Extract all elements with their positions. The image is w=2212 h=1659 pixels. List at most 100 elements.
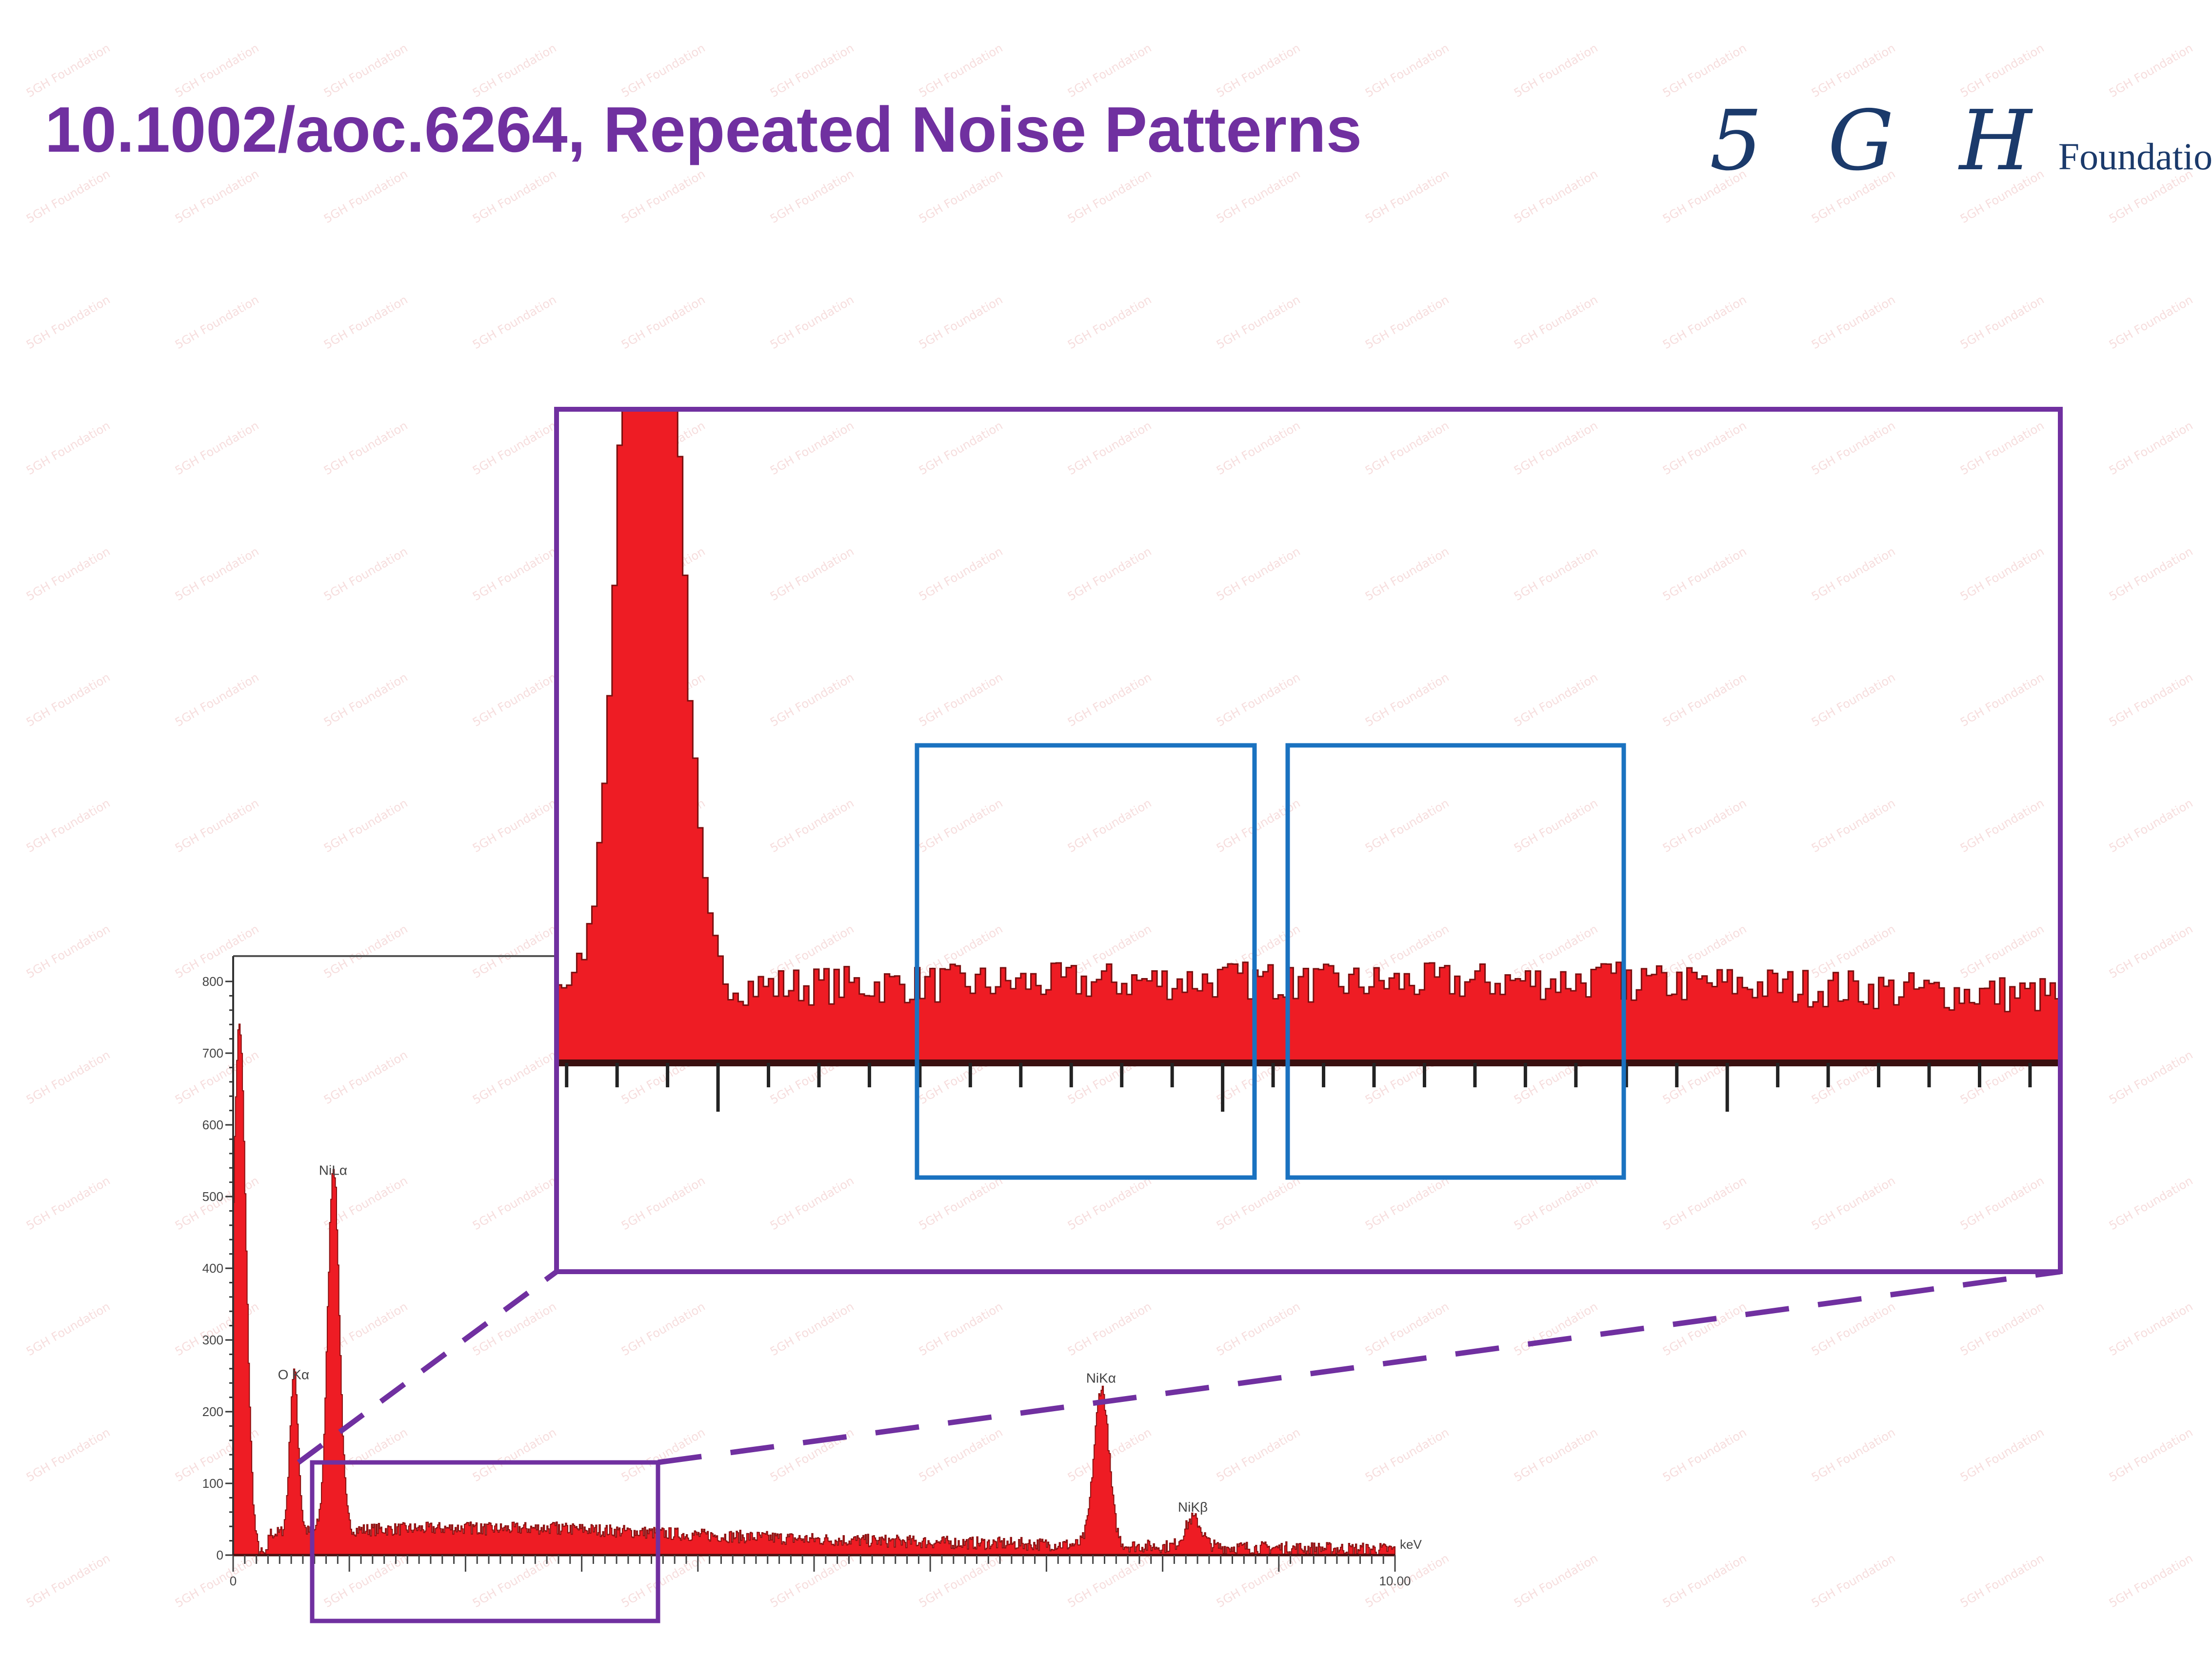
foundation-logo: 5 G H Foundation (1710, 93, 2212, 189)
watermark-text: 5GH Foundation (470, 544, 559, 603)
zoom-source-box (310, 1460, 660, 1623)
watermark-text: 5GH Foundation (24, 670, 113, 729)
watermark-text: 5GH Foundation (321, 922, 410, 981)
y-tick-label: 200 (202, 1404, 223, 1419)
watermark-text: 5GH Foundation (1214, 167, 1303, 226)
watermark-text: 5GH Foundation (470, 1299, 559, 1359)
watermark-text: 5GH Foundation (1512, 1174, 1600, 1233)
watermark-text: 5GH Foundation (1958, 922, 2047, 981)
watermark-text: 5GH Foundation (917, 796, 1005, 855)
watermark-text: 5GH Foundation (917, 41, 1005, 100)
watermark-text: 5GH Foundation (2107, 293, 2195, 352)
watermark-text: 5GH Foundation (2107, 41, 2195, 100)
watermark-text: 5GH Foundation (1660, 796, 1749, 855)
watermark-text: 5GH Foundation (1065, 1174, 1154, 1233)
watermark-text: 5GH Foundation (1809, 1174, 1898, 1233)
peak-label: O Kα (278, 1367, 309, 1382)
watermark-text: 5GH Foundation (1512, 544, 1600, 603)
watermark-text: 5GH Foundation (2107, 670, 2195, 729)
watermark-text: 5GH Foundation (173, 41, 261, 100)
watermark-text: 5GH Foundation (1958, 1174, 2047, 1233)
watermark-text: 5GH Foundation (1958, 419, 2047, 478)
watermark-text: 5GH Foundation (1363, 796, 1452, 855)
watermark-text: 5GH Foundation (1214, 1551, 1303, 1610)
watermark-text: 5GH Foundation (1363, 1174, 1452, 1233)
watermark-text: 5GH Foundation (1958, 1425, 2047, 1484)
watermark-text: 5GH Foundation (470, 293, 559, 352)
watermark-text: 5GH Foundation (619, 167, 708, 226)
watermark-text: 5GH Foundation (1809, 670, 1898, 729)
watermark-text: 5GH Foundation (1214, 419, 1303, 478)
watermark-text: 5GH Foundation (1214, 1425, 1303, 1484)
zoom-connector-left (297, 1269, 558, 1465)
watermark-text: 5GH Foundation (1065, 544, 1154, 603)
watermark-text: 5GH Foundation (321, 544, 410, 603)
watermark-text: 5GH Foundation (768, 293, 857, 352)
watermark-text: 5GH Foundation (917, 1425, 1005, 1484)
watermark-text: 5GH Foundation (470, 1048, 559, 1107)
watermark-text: 5GH Foundation (1660, 41, 1749, 100)
repeat-window-2 (1285, 743, 1626, 1180)
watermark-text: 5GH Foundation (917, 1299, 1005, 1359)
watermark-text: 5GH Foundation (470, 419, 559, 478)
watermark-text: 5GH Foundation (1214, 1299, 1303, 1359)
watermark-text: 5GH Foundation (24, 167, 113, 226)
watermark-text: 5GH Foundation (470, 167, 559, 226)
inset-frame (554, 407, 2063, 1274)
watermark-text: 5GH Foundation (1512, 167, 1600, 226)
watermark-text: 5GH Foundation (1065, 1551, 1154, 1610)
watermark-text: 5GH Foundation (2107, 1425, 2195, 1484)
watermark-text: 5GH Foundation (917, 670, 1005, 729)
x-axis-label: keV (1400, 1537, 1422, 1552)
watermark-text: 5GH Foundation (1660, 1425, 1749, 1484)
watermark-text: 5GH Foundation (321, 670, 410, 729)
watermark-text: 5GH Foundation (1660, 544, 1749, 603)
watermark-text: 5GH Foundation (470, 41, 559, 100)
watermark-text: 5GH Foundation (1065, 41, 1154, 100)
watermark-text: 5GH Foundation (24, 796, 113, 855)
watermark-text: 5GH Foundation (2107, 1174, 2195, 1233)
spectrum-area (233, 1023, 1395, 1556)
watermark-text: 5GH Foundation (1065, 670, 1154, 729)
watermark-text: 5GH Foundation (768, 670, 857, 729)
watermark-text: 5GH Foundation (768, 1551, 857, 1610)
watermark-text: 5GH Foundation (24, 41, 113, 100)
watermark-text: 5GH Foundation (1512, 419, 1600, 478)
watermark-text: 5GH Foundation (1512, 670, 1600, 729)
watermark-text: 5GH Foundation (1214, 1174, 1303, 1233)
inset-spectrum-area (559, 412, 2058, 1064)
y-tick-label: 700 (202, 1046, 223, 1060)
watermark-text: 5GH Foundation (321, 41, 410, 100)
watermark-text: 5GH Foundation (1660, 419, 1749, 478)
logo-monogram: 5 G H (1710, 93, 2052, 189)
zoomed-inset (554, 407, 2063, 1274)
watermark-text: 5GH Foundation (1512, 293, 1600, 352)
peak-labels: O Kα NiLα NiKα NiKβ (278, 1162, 1208, 1515)
watermark-text: 5GH Foundation (1809, 1551, 1898, 1610)
watermark-text: 5GH Foundation (1065, 796, 1154, 855)
watermark-text: 5GH Foundation (321, 1551, 410, 1610)
watermark-text: 5GH Foundation (917, 293, 1005, 352)
watermark-text: 5GH Foundation (1809, 544, 1898, 603)
watermark-text: 5GH Foundation (173, 670, 261, 729)
watermark-text: 5GH Foundation (173, 419, 261, 478)
watermark-text: 5GH Foundation (1958, 41, 2047, 100)
y-tick-label: 800 (202, 974, 223, 989)
watermark-text: 5GH Foundation (470, 1174, 559, 1233)
watermark-text: 5GH Foundation (1809, 167, 1898, 226)
watermark-text: 5GH Foundation (1809, 293, 1898, 352)
watermark-text: 5GH Foundation (173, 922, 261, 981)
peak-label: NiKβ (1178, 1499, 1208, 1515)
x-tick-label: 0 (230, 1574, 237, 1588)
watermark-text: 5GH Foundation (1214, 293, 1303, 352)
watermark-text: 5GH Foundation (470, 922, 559, 981)
watermark-text: 5GH Foundation (2107, 922, 2195, 981)
watermark-text: 5GH Foundation (619, 41, 708, 100)
watermark-text: 5GH Foundation (1512, 1551, 1600, 1610)
zoom-connector-right (658, 1269, 2061, 1465)
watermark-text: 5GH Foundation (321, 419, 410, 478)
watermark-text: 5GH Foundation (2107, 167, 2195, 226)
y-tick-label: 400 (202, 1261, 223, 1276)
watermark-text: 5GH Foundation (768, 41, 857, 100)
watermark-text: 5GH Foundation (2107, 796, 2195, 855)
